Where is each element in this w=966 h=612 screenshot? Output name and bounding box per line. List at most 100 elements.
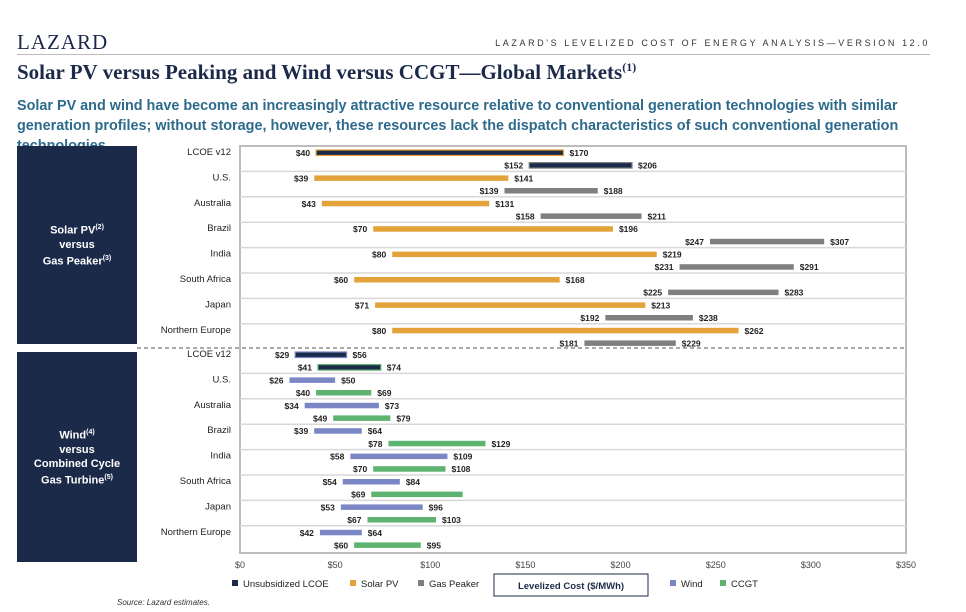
row-label: India (210, 451, 231, 462)
bar-low-label: $49 (313, 413, 327, 423)
row-label: Japan (205, 501, 231, 512)
x-tick-label: $50 (328, 560, 343, 570)
wind-panel-line2: versus (59, 444, 95, 456)
x-tick-label: $300 (801, 560, 821, 570)
row-label: LCOE v12 (187, 349, 231, 360)
bar-high-label: $283 (785, 288, 804, 298)
x-tick-label: $0 (235, 560, 245, 570)
bar-high-label: $291 (800, 262, 819, 272)
legend-swatch-ccgt (720, 580, 726, 586)
row-label: Northern Europe (161, 527, 231, 538)
bar-low-label: $40 (296, 148, 310, 158)
wind-panel-line4: Gas Turbine (41, 474, 105, 487)
wind-panel-line1: Wind (59, 430, 87, 442)
bar-low-label: $60 (334, 275, 348, 285)
bar-high-label: $141 (514, 173, 533, 183)
bar-low-label: $78 (368, 439, 382, 449)
range-bar-ccgt (367, 517, 436, 523)
legend-label-gas_peaker: Gas Peaker (429, 579, 479, 590)
bar-high-label: $73 (385, 401, 399, 411)
range-bar-lcoe (528, 162, 633, 169)
legend-swatch-lcoe (232, 580, 238, 586)
bar-high-label: $74 (387, 363, 401, 373)
range-bar-ccgt (373, 466, 446, 472)
range-bar-solar (354, 277, 560, 283)
row-label: Australia (194, 400, 232, 411)
row-label: Japan (205, 299, 231, 310)
bar-high-label: $168 (566, 275, 585, 285)
bar-low-label: $192 (580, 313, 599, 323)
bar-high-label: $188 (604, 186, 623, 196)
range-bar-wind (319, 529, 362, 536)
range-bar-gas_peaker (668, 289, 779, 296)
bar-high-label: $64 (368, 426, 382, 436)
header-divider (17, 54, 930, 55)
bar-high-label: $103 (442, 515, 461, 525)
title-footnote: (1) (622, 60, 637, 74)
wind-panel-label: Wind(4) versus Combined Cycle Gas Turbin… (17, 352, 137, 562)
bar-low-label: $40 (296, 388, 310, 398)
page-subtitle: Solar PV and wind have become an increas… (17, 98, 899, 154)
page-title: Solar PV versus Peaking and Wind versus … (17, 60, 636, 85)
row-label: Northern Europe (161, 325, 231, 336)
bar-low-label: $225 (643, 288, 662, 298)
plot-frame (239, 145, 907, 554)
bar-low-label: $71 (355, 300, 369, 310)
source-note: Source: Lazard estimates. (117, 598, 210, 607)
bar-low-label: $70 (353, 464, 367, 474)
bar-high-label: $64 (368, 528, 382, 538)
row-label: South Africa (180, 476, 232, 487)
range-bar-ccgt (316, 390, 372, 396)
range-bar-gas_peaker (679, 264, 794, 270)
bar-high-label: $211 (648, 211, 667, 221)
solar-panel-label: Solar PV(2) versus Gas Peaker(3) (17, 146, 137, 344)
bar-high-label: $56 (353, 350, 367, 360)
wind-panel-fn4: (5) (104, 474, 113, 481)
range-bar-lcoe (317, 364, 382, 371)
row-label: Australia (194, 198, 232, 209)
bar-high-label: $170 (569, 148, 588, 158)
range-bar-solar (314, 175, 509, 181)
bar-low-label: $152 (504, 161, 523, 171)
x-tick-label: $250 (706, 560, 726, 570)
range-bar-gas_peaker (540, 213, 642, 219)
solar-panel-fn3: (3) (102, 255, 112, 262)
range-bar-ccgt (388, 440, 486, 447)
legend-label-lcoe: Unsubsidized LCOE (243, 579, 329, 590)
x-axis-title: Levelized Cost ($/MWh) (518, 581, 624, 592)
solar-panel-fn1: (2) (95, 224, 104, 232)
lazard-logo: LAZARD (17, 30, 109, 54)
row-label: Brazil (207, 223, 231, 234)
range-bar-ccgt (354, 542, 421, 548)
bar-low-label: $69 (351, 490, 365, 500)
range-bar-wind (289, 377, 336, 383)
page-title-text: Solar PV versus Peaking and Wind versus … (17, 60, 623, 84)
bar-high-label: $79 (396, 413, 410, 423)
x-tick-label: $100 (420, 560, 440, 570)
bar-high-label: $69 (377, 388, 391, 398)
bar-high-label: $95 (427, 540, 441, 550)
solar-panel-line2: versus (59, 239, 95, 251)
bar-high-label: $307 (830, 237, 849, 247)
range-bar-gas_peaker (584, 340, 676, 346)
range-bar-gas_peaker (605, 315, 693, 321)
bar-high-label: $219 (663, 250, 682, 260)
report-series-label: LAZARD'S LEVELIZED COST OF ENERGY ANALYS… (495, 38, 930, 48)
range-bar-gas_peaker (710, 238, 825, 245)
bar-low-label: $29 (275, 350, 289, 360)
row-label: U.S. (213, 172, 231, 183)
bar-low-label: $58 (330, 452, 344, 462)
x-tick-label: $150 (515, 560, 535, 570)
range-bar-solar (373, 226, 613, 232)
range-bar-wind (314, 428, 362, 434)
range-bar-solar (392, 251, 657, 258)
legend-swatch-gas_peaker (418, 580, 424, 586)
bar-high-label: $213 (651, 300, 670, 310)
bar-low-label: $39 (294, 426, 308, 436)
bar-high-label: $262 (745, 326, 764, 336)
range-bar-ccgt (371, 491, 463, 498)
legend-swatch-wind (670, 580, 676, 586)
bar-high-label: $196 (619, 224, 638, 234)
bar-low-label: $54 (323, 477, 337, 487)
